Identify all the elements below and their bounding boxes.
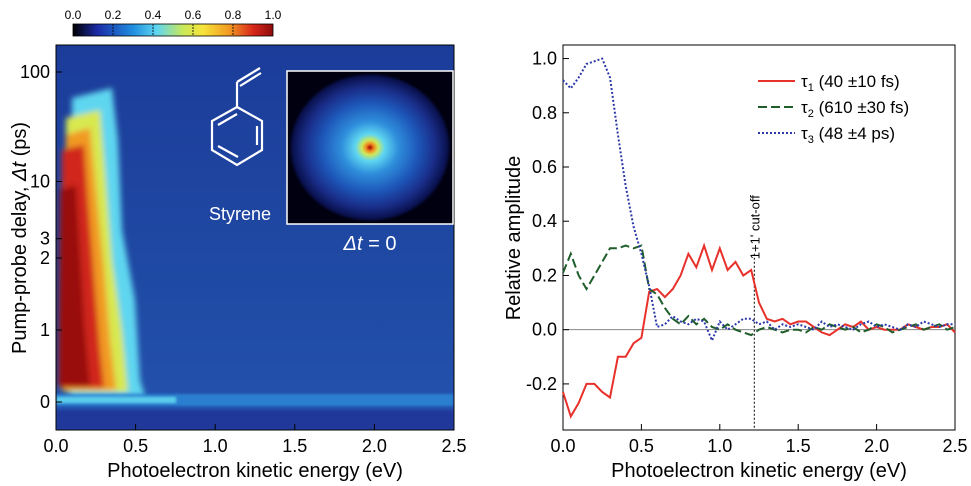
inset-image-label: Δt = 0 [343,233,397,255]
legend: τ1 (40 ±10 fs) τ2 (610 ±30 fs) τ3 (48 ±4 p… [758,72,909,146]
line-y-axis-label: Relative amplitude [503,156,525,321]
molecule-structure [210,67,264,167]
colorbar-tick-label: 0.2 [105,8,122,22]
series-line-tau3 [562,57,955,344]
line-x-ticks: 0.0 0.5 1.0 1.5 2.0 2.5 [550,424,968,456]
line-y-ticks: -0.2 0.0 0.2 0.4 0.6 0.8 1.0 [526,49,569,394]
colorbar-tick-label: 0.8 [225,8,242,22]
heatmap-y-tick-label: 1 [40,320,50,340]
line-x-tick-label: 1.5 [786,436,811,456]
heatmap-y-tick-label: 100 [20,62,50,82]
line-y-tick-label: 0.6 [532,157,557,177]
heatmap-x-axis-label: Photoelectron kinetic energy (eV) [107,460,403,482]
heatmap-x-tick-label: 1.5 [282,436,307,456]
heatmap-y-axis-label: Pump-probe delay, Δt (ps) [9,122,31,354]
line-plot [562,44,956,431]
line-y-tick-label: 0.8 [532,103,557,123]
line-y-tick-label: -0.2 [526,374,557,394]
line-x-tick-label: 1.0 [707,436,732,456]
heatmap-x-tick-label: 1.0 [203,436,228,456]
heatmap-x-tick-label: 0.5 [123,436,148,456]
line-y-tick-label: 0.4 [532,211,557,231]
line-x-tick-label: 2.5 [942,436,967,456]
cutoff-annotation: 1+1' cut-off [747,195,762,259]
legend-label-tau2: τ2 (610 ±30 fs) [801,98,909,120]
line-y-tick-label: 0.0 [532,320,557,340]
heatmap-y-ticks: 0 1 23 10 100 [20,62,62,412]
colorbar-tick-label: 1.0 [265,8,282,22]
molecule-label: Styrene [209,204,271,224]
colorbar-gradient [72,23,274,37]
legend-label-tau3: τ3 (48 ±4 ps) [801,124,895,146]
heatmap-y-tick-label: 10 [30,171,50,191]
line-y-tick-label: 0.2 [532,265,557,285]
colorbar: 0.0 0.2 0.4 0.6 0.8 1.0 [65,8,282,37]
heatmap-x-tick-label: 2.5 [441,436,466,456]
line-plot-frame [562,44,956,431]
heatmap-y-tick-label: 3 [40,229,50,249]
colorbar-tick-label: 0.6 [185,8,202,22]
heatmap-x-tick-label: 2.0 [362,436,387,456]
colorbar-tick-label: 0.0 [65,8,82,22]
benzene-ring [210,105,264,167]
line-y-tick-label: 1.0 [532,49,557,69]
line-x-tick-label: 0.5 [629,436,654,456]
heatmap-band [58,88,145,396]
vmi-image [289,73,451,222]
line-x-tick-label: 2.0 [864,436,889,456]
heatmap-y-tick-label: 0 [40,392,50,412]
legend-label-tau1: τ1 (40 ±10 fs) [801,72,900,94]
series-line-tau2 [562,244,956,337]
vmi-image-inset [286,70,454,225]
heatmap-x-tick-label: 0.0 [43,436,68,456]
heatmap-y-tick-label: 2 [40,248,50,268]
heatmap-x-ticks: 0.0 0.5 1.0 1.5 2.0 2.5 [43,424,467,456]
colorbar-tick-label: 0.4 [145,8,162,22]
line-x-axis-label: Photoelectron kinetic energy (eV) [611,460,907,482]
line-x-tick-label: 0.0 [550,436,575,456]
